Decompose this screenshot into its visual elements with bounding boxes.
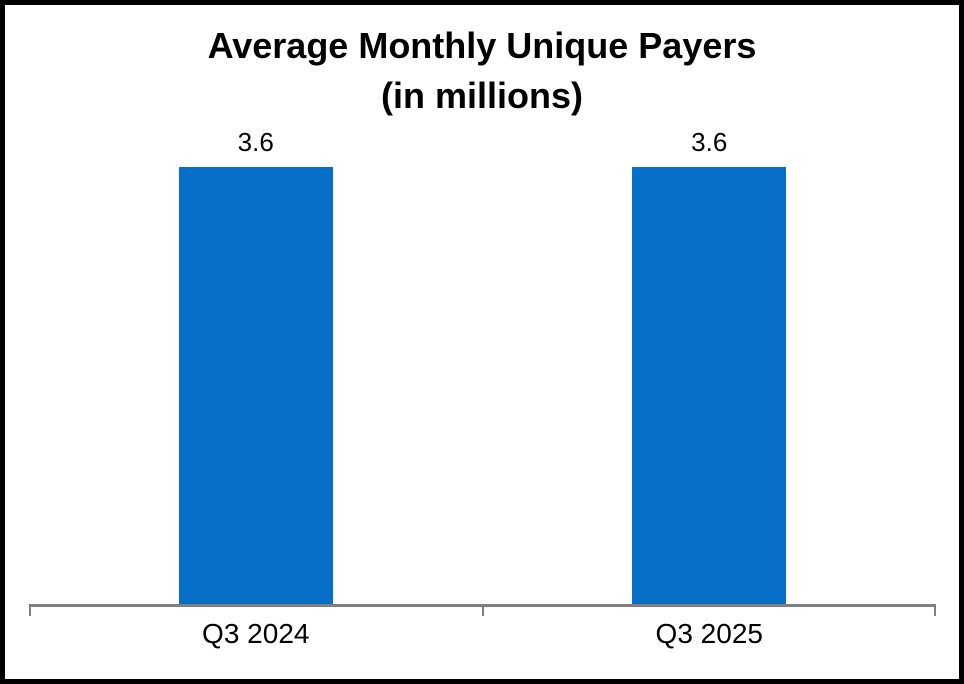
x-axis-tick-middle <box>481 607 484 616</box>
chart-subtitle: (in millions) <box>381 75 583 117</box>
plot-area: 3.6 3.6 <box>29 118 936 604</box>
chart-title-block: Average Monthly Unique Payers (in millio… <box>5 21 959 122</box>
data-label-q3-2025: 3.6 <box>691 126 728 157</box>
bar-group-q3-2025: 3.6 <box>632 127 787 604</box>
bar-group-q3-2024: 3.6 <box>178 127 333 604</box>
bar-q3-2024 <box>178 166 333 604</box>
data-label-q3-2024: 3.6 <box>237 126 274 157</box>
x-axis-label-q3-2024: Q3 2024 <box>202 618 310 649</box>
x-axis-label-q3-2025: Q3 2025 <box>655 618 763 649</box>
x-axis-labels: Q3 2024 Q3 2025 <box>29 617 936 657</box>
x-axis-line <box>29 604 936 616</box>
x-axis-tick-left <box>29 607 31 616</box>
x-axis-tick-right <box>934 607 936 616</box>
bar-q3-2025 <box>632 166 787 604</box>
chart-title: Average Monthly Unique Payers <box>207 25 757 66</box>
